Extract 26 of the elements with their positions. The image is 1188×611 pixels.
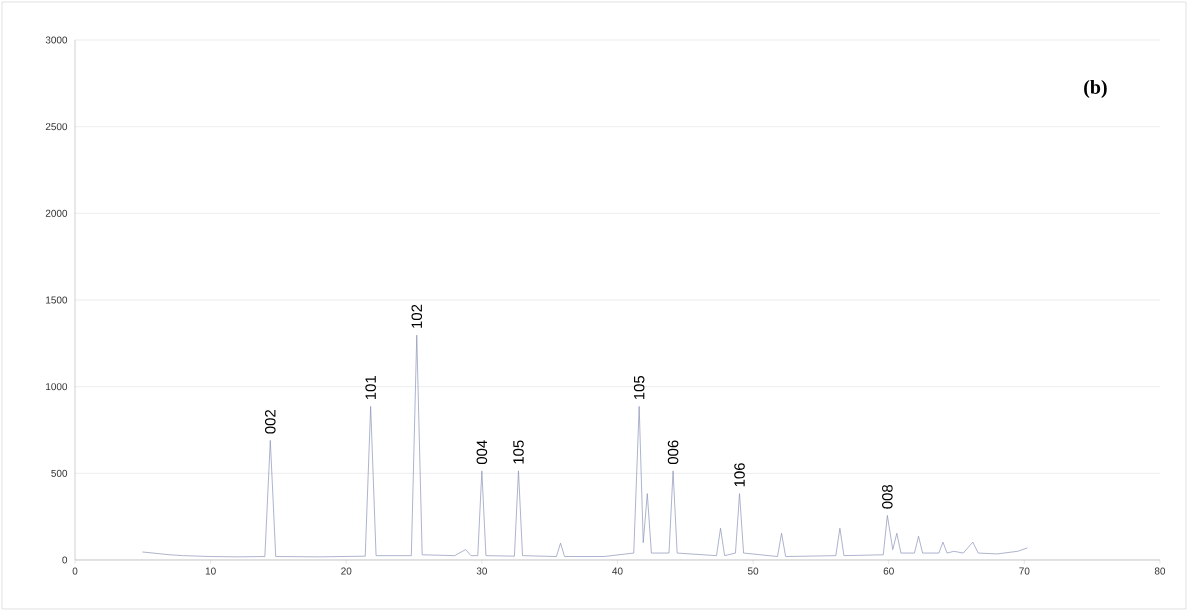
annotation: 002 — [265, 410, 276, 434]
x-tick-label: 40 — [612, 567, 623, 575]
annotation: 101 — [365, 376, 376, 400]
annotation: 004 — [476, 440, 488, 465]
annotation: 006 — [667, 440, 679, 465]
y-tick-label: 3000 — [45, 36, 68, 44]
x-tick-label: 70 — [1019, 567, 1030, 575]
annotation: 105 — [513, 440, 524, 464]
y-tick-label: 1500 — [46, 296, 68, 304]
y-tick-label: 1000 — [46, 383, 68, 391]
x-tick-label: 20 — [341, 567, 352, 575]
annotation: 008 — [882, 484, 893, 509]
y-tick-label: 2000 — [45, 209, 68, 217]
annotation: 105 — [633, 375, 645, 400]
annotation: (b) — [1084, 79, 1107, 98]
y-tick-label: 0 — [62, 556, 68, 564]
annotation: 106 — [734, 463, 745, 487]
y-tick-label: 2500 — [45, 123, 68, 131]
x-tick-label: 10 — [205, 567, 216, 575]
x-tick-label: 50 — [747, 567, 759, 575]
y-tick-label: 500 — [51, 469, 68, 477]
x-tick-label: 80 — [1154, 567, 1166, 575]
annotation: 102 — [411, 304, 423, 328]
x-tick-label: 30 — [476, 567, 488, 575]
x-tick-label: 0 — [72, 567, 78, 575]
x-tick-label: 60 — [883, 567, 894, 575]
